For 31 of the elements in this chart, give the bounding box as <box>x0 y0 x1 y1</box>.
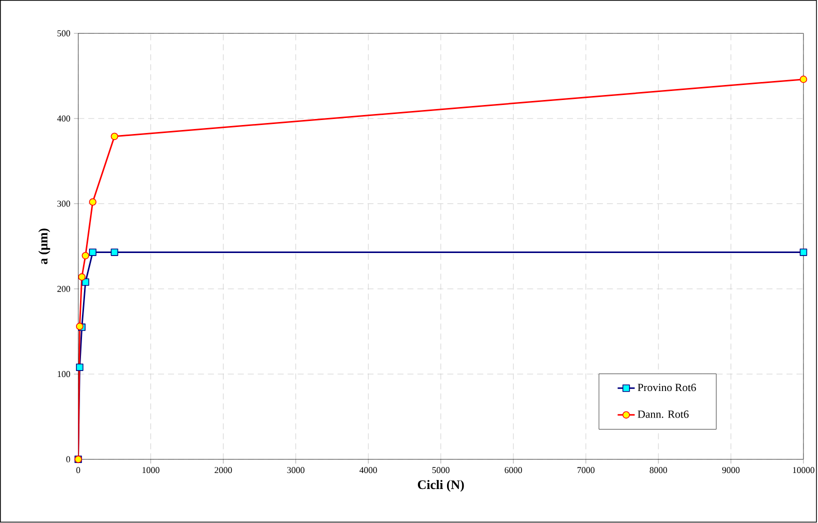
point <box>82 252 90 260</box>
x-tick-label: 3000 <box>287 467 304 474</box>
y-tick-label: 500 <box>57 30 70 37</box>
point <box>800 76 808 84</box>
y-tick-label: 300 <box>57 200 70 207</box>
x-tick-label: 7000 <box>578 467 595 474</box>
point <box>110 132 118 140</box>
x-tick-label: 9000 <box>722 467 740 474</box>
y-axis-title: a (μm) <box>38 228 50 264</box>
y-tick-label: 200 <box>57 286 70 292</box>
point <box>78 274 86 281</box>
legend-label: Dann. Rot6 <box>638 410 689 418</box>
x-tick-label: 5000 <box>432 467 450 474</box>
point <box>89 248 96 256</box>
y-tick-label: 100 <box>58 371 70 378</box>
point <box>76 364 84 372</box>
x-tick-label: 10000 <box>793 467 814 474</box>
x-tick-label: 1000 <box>142 467 160 474</box>
x-tick-label: 6000 <box>504 467 522 474</box>
point <box>800 248 808 256</box>
point <box>89 198 96 206</box>
legend-label: Provino Rot6 <box>638 384 696 392</box>
point <box>76 322 84 330</box>
point <box>110 248 118 256</box>
x-axis-title: Cicli (N) <box>418 480 464 492</box>
x-tick-label: 2000 <box>214 467 232 474</box>
x-tick-label: 4000 <box>360 467 377 474</box>
x-tick-label: 8000 <box>650 467 668 474</box>
x-tick-label: 0 <box>76 467 80 474</box>
y-tick-label: 400 <box>57 116 70 122</box>
y-tick-label: 0 <box>66 456 70 463</box>
